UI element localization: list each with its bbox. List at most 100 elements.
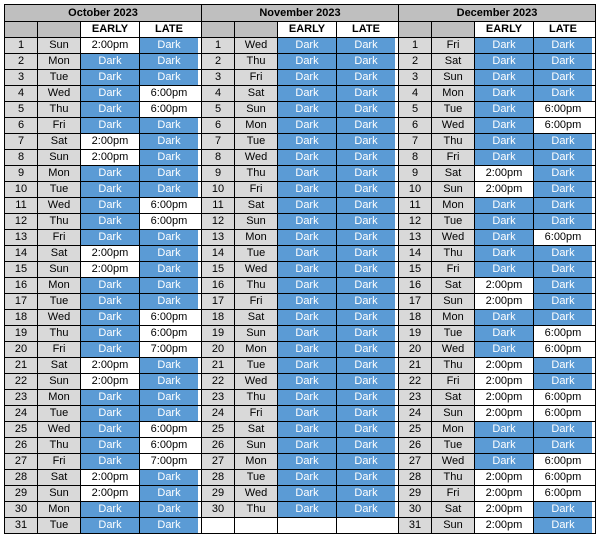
slot-late: Dark	[140, 150, 198, 165]
day-row: 28Thu2:00pm6:00pm	[399, 470, 595, 486]
day-number: 5	[202, 102, 235, 117]
day-name: Thu	[235, 390, 278, 405]
slot-late: 6:00pm	[534, 454, 592, 469]
slot-early: Dark	[278, 438, 337, 453]
day-number: 5	[5, 102, 38, 117]
day-row: 22Fri2:00pmDark	[399, 374, 595, 390]
day-name: Tue	[235, 134, 278, 149]
day-number: 25	[202, 422, 235, 437]
slot-late: 6:00pm	[140, 102, 198, 117]
day-row: 8FriDarkDark	[399, 150, 595, 166]
slot-early: Dark	[475, 102, 534, 117]
slot-late: 6:00pm	[140, 438, 198, 453]
slot-early: Dark	[81, 102, 140, 117]
day-number: 7	[5, 134, 38, 149]
empty-cell	[278, 518, 337, 533]
day-row: 18MonDarkDark	[399, 310, 595, 326]
slot-early: Dark	[278, 246, 337, 261]
month-column: December 2023EARLYLATE1FriDarkDark2SatDa…	[398, 4, 596, 534]
day-name: Sun	[235, 102, 278, 117]
col-header-late: LATE	[337, 22, 395, 37]
day-row: 30MonDarkDark	[5, 502, 201, 518]
slot-late: Dark	[337, 454, 395, 469]
slot-early: Dark	[81, 166, 140, 181]
slot-early: Dark	[475, 70, 534, 85]
day-name: Sun	[432, 182, 475, 197]
day-name: Sat	[38, 470, 81, 485]
slot-early: Dark	[278, 166, 337, 181]
day-row: 1Sun2:00pmDark	[5, 38, 201, 54]
day-row: 15WedDarkDark	[202, 262, 398, 278]
day-row: 4MonDarkDark	[399, 86, 595, 102]
day-number: 13	[5, 230, 38, 245]
slot-early: Dark	[81, 518, 140, 533]
day-row: 3SunDarkDark	[399, 70, 595, 86]
day-name: Wed	[38, 310, 81, 325]
day-row: 22Sun2:00pmDark	[5, 374, 201, 390]
slot-early: Dark	[475, 246, 534, 261]
day-name: Thu	[432, 134, 475, 149]
day-row: 29WedDarkDark	[202, 486, 398, 502]
day-row: 31TueDarkDark	[5, 518, 201, 534]
day-name: Sat	[432, 390, 475, 405]
day-row: 30ThuDarkDark	[202, 502, 398, 518]
slot-late: Dark	[337, 150, 395, 165]
day-number: 25	[5, 422, 38, 437]
day-name: Sun	[38, 374, 81, 389]
day-row: 1FriDarkDark	[399, 38, 595, 54]
col-header-late: LATE	[140, 22, 198, 37]
day-row: 14Sat2:00pmDark	[5, 246, 201, 262]
slot-early: Dark	[475, 454, 534, 469]
day-number: 10	[5, 182, 38, 197]
day-name: Sat	[432, 166, 475, 181]
day-number: 21	[5, 358, 38, 373]
day-number: 14	[202, 246, 235, 261]
day-number: 8	[399, 150, 432, 165]
day-row: 2MonDarkDark	[5, 54, 201, 70]
slot-early: Dark	[475, 422, 534, 437]
slot-early: 2:00pm	[475, 166, 534, 181]
month-title: December 2023	[399, 4, 595, 22]
day-row: 23ThuDarkDark	[202, 390, 398, 406]
slot-early: Dark	[475, 38, 534, 53]
day-name: Sun	[38, 262, 81, 277]
slot-early: Dark	[278, 422, 337, 437]
day-name: Thu	[235, 278, 278, 293]
day-name: Thu	[235, 166, 278, 181]
slot-early: Dark	[278, 374, 337, 389]
slot-late: 6:00pm	[534, 470, 592, 485]
day-row: 2ThuDarkDark	[202, 54, 398, 70]
slot-late: Dark	[337, 374, 395, 389]
day-name: Sat	[235, 310, 278, 325]
day-row: 26SunDarkDark	[202, 438, 398, 454]
slot-early: Dark	[81, 502, 140, 517]
day-name: Thu	[38, 102, 81, 117]
day-number: 22	[202, 374, 235, 389]
slot-late: Dark	[140, 54, 198, 69]
slot-early: Dark	[278, 230, 337, 245]
day-number: 16	[5, 278, 38, 293]
day-name: Thu	[38, 438, 81, 453]
col-header-early: EARLY	[81, 22, 140, 37]
day-number: 23	[5, 390, 38, 405]
day-row: 9MonDarkDark	[5, 166, 201, 182]
day-number: 21	[202, 358, 235, 373]
day-name: Fri	[432, 150, 475, 165]
slot-late: Dark	[534, 278, 592, 293]
day-number: 23	[399, 390, 432, 405]
day-number: 13	[202, 230, 235, 245]
slot-early: 2:00pm	[81, 374, 140, 389]
slot-late: Dark	[337, 86, 395, 101]
day-name: Tue	[235, 246, 278, 261]
day-number: 14	[399, 246, 432, 261]
slot-early: Dark	[81, 278, 140, 293]
day-number: 1	[399, 38, 432, 53]
day-row: 24Sun2:00pm6:00pm	[399, 406, 595, 422]
day-number: 13	[399, 230, 432, 245]
day-name: Fri	[432, 486, 475, 501]
slot-late: 6:00pm	[534, 118, 592, 133]
day-name: Mon	[235, 454, 278, 469]
slot-early: 2:00pm	[475, 486, 534, 501]
day-name: Sun	[38, 150, 81, 165]
day-row: 4WedDark6:00pm	[5, 86, 201, 102]
